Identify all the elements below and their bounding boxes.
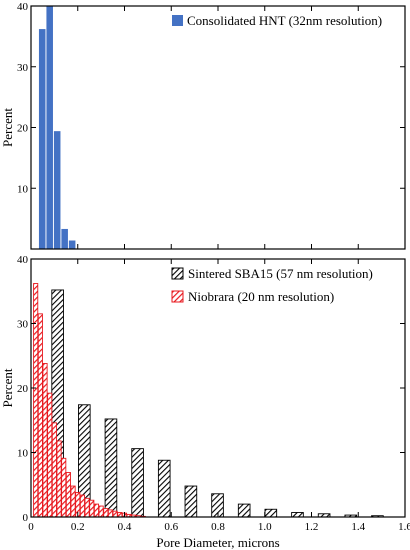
bar-series0-8 — [264, 508, 278, 518]
x-axis-label: Pore Diameter, microns — [156, 535, 279, 550]
bar-series1-7 — [65, 472, 71, 518]
bar-series1-10 — [79, 494, 85, 518]
x-tick-label-6: 1.2 — [305, 521, 319, 533]
bottom-legend: Sintered SBA15 (57 nm resolution) Niobra… — [171, 266, 373, 304]
bar-series1-5 — [56, 440, 62, 518]
bottom-y-ticks: 0 10 20 30 40 — [17, 254, 405, 524]
legend-label-sba15: Sintered SBA15 (57 nm resolution) — [188, 266, 373, 281]
y-tick-label-4: 40 — [17, 254, 29, 266]
x-tick-label-0: 0 — [28, 521, 34, 533]
bottom-panel: 0 10 20 30 40 0 0.2 0.4 0.6 0.8 1.0 1.2 1.4 1.6 Perc… — [0, 254, 410, 550]
legend-label-niobrara: Niobrara (20 nm resolution) — [188, 289, 334, 304]
y-tick-label-0: 0 — [23, 512, 29, 524]
bar-series1-17 — [112, 510, 118, 518]
bottom-x-ticks: 0 0.2 0.4 0.6 0.8 1.0 1.2 1.4 1.6 — [28, 259, 410, 533]
y-tick-label-1: 10 — [17, 448, 29, 460]
y-tick-label-3: 30 — [17, 319, 29, 331]
y-tick-label-2: 20 — [17, 383, 29, 395]
bar-series1-14 — [98, 505, 104, 518]
x-tick-label-7: 1.4 — [351, 521, 365, 533]
bar-series0-4 — [157, 459, 171, 518]
top-y-ticks: 10 20 30 40 — [17, 1, 405, 195]
top-bars — [38, 6, 76, 249]
bar-series1-6 — [61, 457, 67, 518]
y-tick-label-0: 10 — [17, 183, 29, 195]
bar-series1-0 — [33, 283, 39, 518]
top-legend: Consolidated HNT (32nm resolution) — [172, 13, 382, 28]
bar-series0-7 — [237, 503, 251, 518]
bar-series1-8 — [70, 485, 76, 518]
bar-series1-13 — [93, 503, 100, 518]
bar-series0-0 — [38, 29, 46, 249]
top-plot-frame — [30, 5, 406, 250]
bar-series0-5 — [184, 485, 198, 518]
top-panel: 10 20 30 40 Percent Consolidated HNT (32nm … — [0, 1, 406, 250]
bar-series1-3 — [47, 392, 53, 518]
bar-series1-15 — [103, 508, 109, 518]
x-tick-label-2: 0.4 — [118, 521, 132, 533]
x-tick-label-1: 0.2 — [71, 521, 85, 533]
bottom-bars — [33, 283, 384, 518]
legend-swatch-sba15 — [171, 267, 184, 280]
y-tick-label-3: 40 — [17, 1, 29, 13]
legend-swatch-niobrara — [171, 290, 184, 303]
bar-series0-4 — [68, 240, 76, 249]
x-tick-label-5: 1.0 — [258, 521, 272, 533]
x-tick-label-4: 0.8 — [211, 521, 225, 533]
bar-series1-4 — [51, 422, 57, 518]
bar-series1-12 — [89, 499, 95, 518]
x-tick-label-3: 0.6 — [164, 521, 178, 533]
bar-series0-1 — [46, 6, 53, 249]
bar-series0-3 — [61, 228, 68, 249]
legend-swatch-hnt — [172, 15, 183, 26]
bar-series0-3 — [131, 448, 144, 518]
bar-series1-11 — [84, 497, 90, 518]
y-tick-label-2: 30 — [17, 62, 29, 74]
top-x-ticks — [30, 6, 406, 249]
top-y-axis-label: Percent — [0, 108, 15, 147]
bar-series1-1 — [37, 313, 43, 518]
bar-series1-18 — [117, 512, 123, 518]
bar-series1-2 — [42, 363, 48, 518]
bar-series0-9 — [291, 512, 304, 518]
bar-series0-2 — [104, 418, 118, 518]
legend-label-hnt: Consolidated HNT (32nm resolution) — [187, 13, 382, 28]
x-tick-label-8: 1.6 — [398, 521, 410, 533]
bar-series1-16 — [107, 509, 114, 518]
y-tick-label-1: 20 — [17, 123, 29, 135]
bar-series0-2 — [53, 131, 61, 249]
bottom-y-axis-label: Percent — [0, 368, 15, 407]
